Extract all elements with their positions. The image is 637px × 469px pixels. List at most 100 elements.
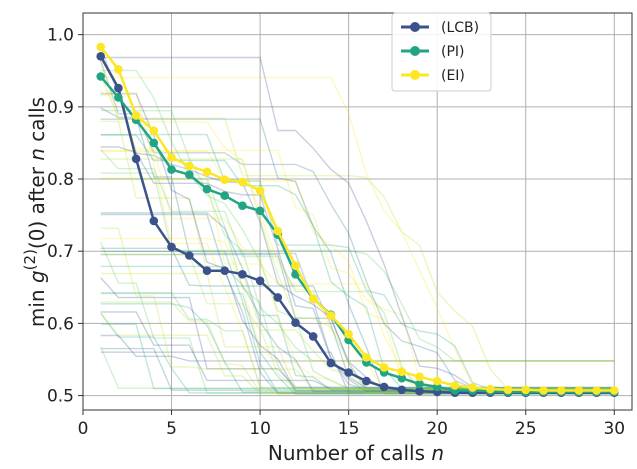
background-run-line [100,292,615,389]
data-point [238,177,247,187]
data-point [379,363,389,372]
x-tick-label: 20 [426,419,448,439]
data-point [149,216,159,226]
data-point [503,385,513,395]
data-point [379,382,389,392]
data-point [149,126,159,135]
data-point [238,201,247,210]
data-point [308,294,318,304]
x-tick-label: 10 [249,419,271,439]
data-point [131,111,141,120]
data-point [592,386,601,395]
data-point [344,368,353,377]
data-point [114,93,123,102]
x-tick-label: 30 [603,419,625,439]
data-point [202,266,212,276]
background-run-line [100,109,615,362]
background-run-line [100,272,615,390]
data-point [185,170,194,179]
data-point [96,42,105,52]
data-point [486,384,495,394]
background-run-line [100,91,615,395]
data-point [131,154,141,164]
plot-frame [82,12,633,411]
legend: (LCB) (PI) (EI) [391,12,492,92]
svg-text:(LCB): (LCB) [441,20,479,36]
data-point [326,358,336,368]
data-point [397,385,407,395]
grid [82,13,632,410]
x-axis-label: Number of calls n [268,441,444,465]
data-point [539,386,548,395]
data-point [255,276,265,286]
data-point [255,206,265,216]
data-point [114,65,123,74]
legend-item-lcb: (LCB) [401,20,479,36]
data-point [255,186,265,195]
background-run-line [100,250,615,393]
x-axis: 0 5 10 15 20 25 30 [78,410,625,439]
data-point [308,332,318,341]
data-point [415,372,424,382]
data-point [415,386,424,396]
y-axis-label: min g(2)(0) after n calls [21,97,49,327]
data-point [450,381,460,390]
background-run-line [100,58,615,393]
data-point [397,373,407,383]
data-point [273,226,283,236]
data-point [185,161,194,171]
x-tick-label: 5 [166,419,177,439]
data-point [167,242,176,252]
data-point [397,367,407,377]
data-point [202,184,212,194]
data-point [291,261,300,270]
x-tick-label: 0 [78,419,89,439]
y-tick-label: 0.8 [47,170,74,190]
y-tick-label: 0.7 [47,242,74,262]
data-point [167,153,176,162]
legend-item-ei: (EI) [401,68,465,84]
data-point [220,175,229,184]
background-run-line [100,60,615,389]
background-run-line [100,56,615,394]
svg-text:(PI): (PI) [441,44,465,60]
data-point [167,165,176,174]
background-runs [100,47,615,395]
data-point [326,311,336,320]
data-point [556,386,566,395]
y-tick-label: 0.6 [47,314,74,334]
series-layer [96,42,619,398]
data-point [291,318,300,328]
background-run-line [100,76,615,391]
data-point [432,376,442,386]
background-run-line [100,334,615,362]
data-point [202,167,212,177]
data-point [574,386,584,395]
data-point [185,251,194,260]
data-point [415,379,424,389]
data-point [362,353,371,362]
data-point [96,72,105,81]
svg-text:(EI): (EI) [441,68,465,84]
data-point [96,52,105,61]
data-point [344,329,353,339]
y-axis: 0.5 0.6 0.7 0.8 0.9 1.0 [47,26,83,407]
data-point [610,386,619,395]
data-point [149,138,159,148]
data-point [220,191,229,200]
data-point [220,266,229,276]
x-tick-label: 25 [515,419,537,439]
y-tick-label: 0.5 [47,387,74,407]
x-tick-label: 15 [338,419,360,439]
background-run-line [100,94,615,362]
data-point [468,383,477,392]
legend-item-pi: (PI) [401,44,465,60]
data-point [238,270,247,279]
data-point [273,293,283,302]
data-point [362,376,371,386]
y-tick-label: 1.0 [47,26,74,46]
background-run-line [100,172,615,362]
data-point [114,83,123,93]
